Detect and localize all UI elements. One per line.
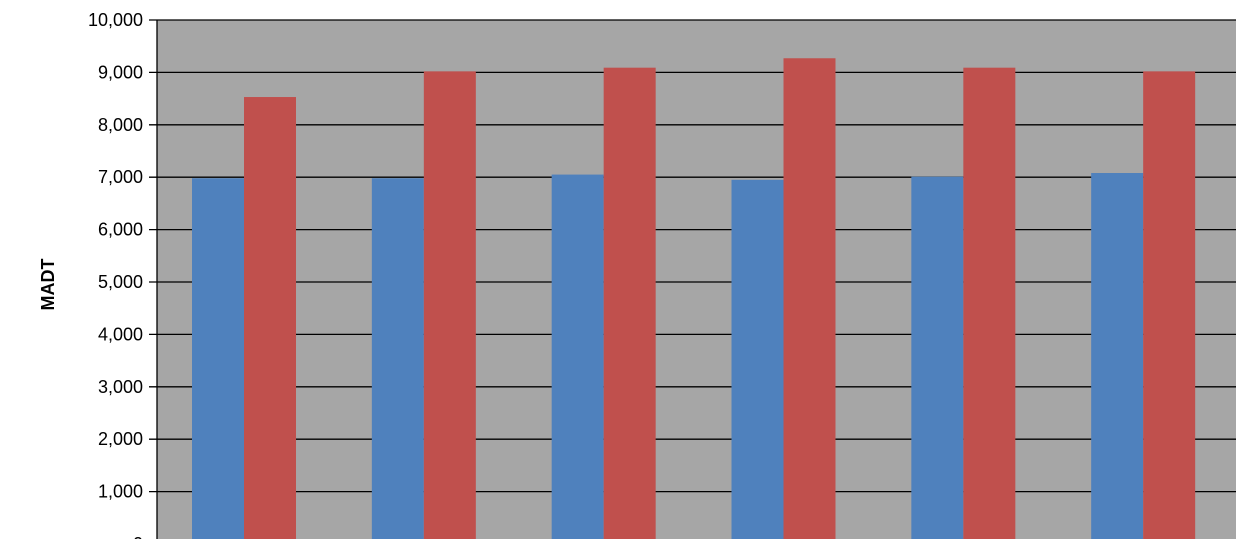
bar-series2-group4 — [783, 58, 836, 539]
plot-area — [157, 20, 1236, 539]
y-tick-label: 6,000 — [98, 220, 143, 240]
y-tick-label: 2,000 — [98, 429, 143, 449]
bar-series2-group2 — [423, 71, 476, 539]
y-tick-label: 1,000 — [98, 482, 143, 502]
y-tick-label: 10,000 — [88, 10, 143, 30]
bar-series2-group1 — [244, 97, 296, 539]
y-tick-label: 8,000 — [98, 115, 143, 135]
bar-series1-group3 — [551, 174, 604, 539]
bar-series1-group1 — [192, 178, 244, 539]
bar-series2-group3 — [603, 67, 656, 539]
y-tick-label: 5,000 — [98, 272, 143, 292]
bar-series2-group6 — [1143, 71, 1196, 539]
bar-series1-group4 — [731, 179, 784, 539]
y-tick-label: 9,000 — [98, 62, 143, 82]
gridlines — [149, 19, 1236, 493]
bar-series1-group2 — [371, 178, 424, 539]
y-tick-label: 3,000 — [98, 377, 143, 397]
y-tick-label: 7,000 — [98, 167, 143, 187]
y-tick-labels: 0 1,000 2,000 3,000 4,000 5,000 6,000 7,000 8,00… — [88, 10, 143, 539]
y-tick-label: 4,000 — [98, 324, 143, 344]
bar-series1-group5 — [911, 176, 964, 539]
y-axis-title: MADT — [38, 259, 58, 311]
bars — [192, 58, 1196, 539]
bar-series2-group5 — [963, 67, 1016, 539]
y-tick-label: 0 — [133, 534, 143, 539]
bar-series1-group6 — [1091, 173, 1144, 539]
